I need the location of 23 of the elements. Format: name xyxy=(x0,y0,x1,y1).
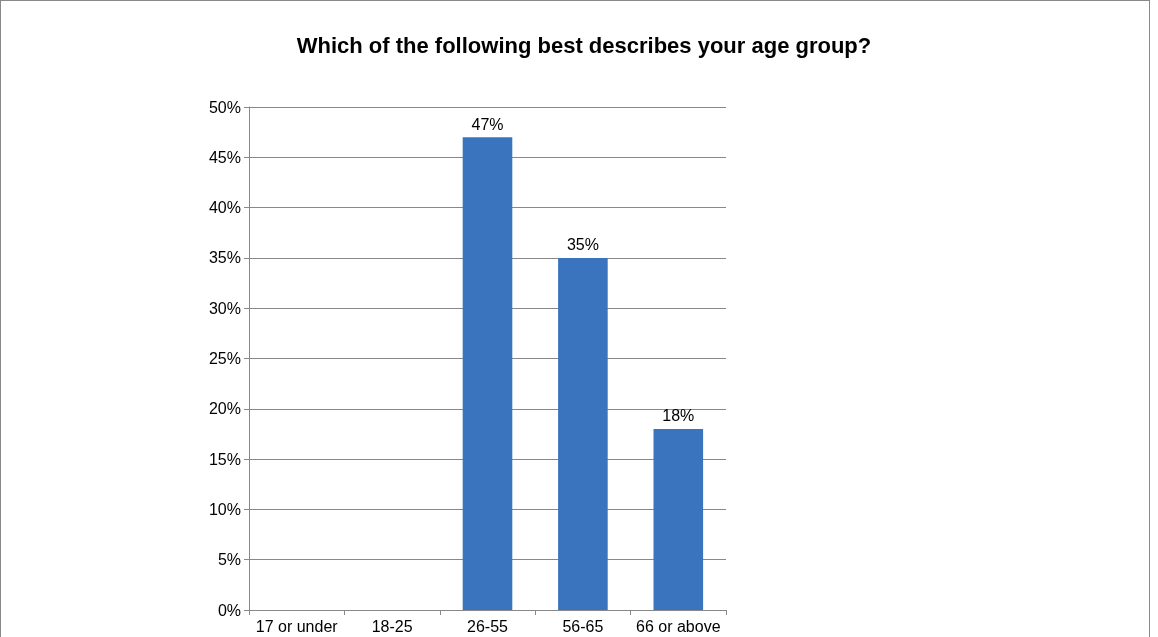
data-label: 35% xyxy=(566,236,599,254)
y-tick-label: 30% xyxy=(208,299,241,317)
y-tick-label: 50% xyxy=(208,98,241,116)
bar xyxy=(653,428,704,610)
x-tick-label: 17 or under xyxy=(255,617,339,635)
x-tick-label: 26-55 xyxy=(467,617,509,635)
x-tick-label: 66 or above xyxy=(636,617,721,635)
data-label: 47% xyxy=(471,115,504,133)
y-tick-label: 25% xyxy=(208,350,241,367)
y-tick-label: 15% xyxy=(208,450,241,468)
y-tick-label: 0% xyxy=(217,601,241,619)
y-tick-label: 40% xyxy=(208,199,241,217)
y-tick-label: 35% xyxy=(208,249,241,267)
y-tick-label: 20% xyxy=(208,400,241,418)
chart-title: Which of the following best describes your age group? xyxy=(296,32,872,58)
x-tick-label: 18-25 xyxy=(371,617,413,635)
y-tick-label: 5% xyxy=(217,551,241,569)
y-tick-label: 45% xyxy=(208,148,241,166)
data-label: 18% xyxy=(662,407,695,425)
bar xyxy=(462,137,513,610)
bar xyxy=(558,257,608,610)
x-tick-label: 56-65 xyxy=(562,617,604,635)
y-tick-label: 10% xyxy=(208,500,241,518)
